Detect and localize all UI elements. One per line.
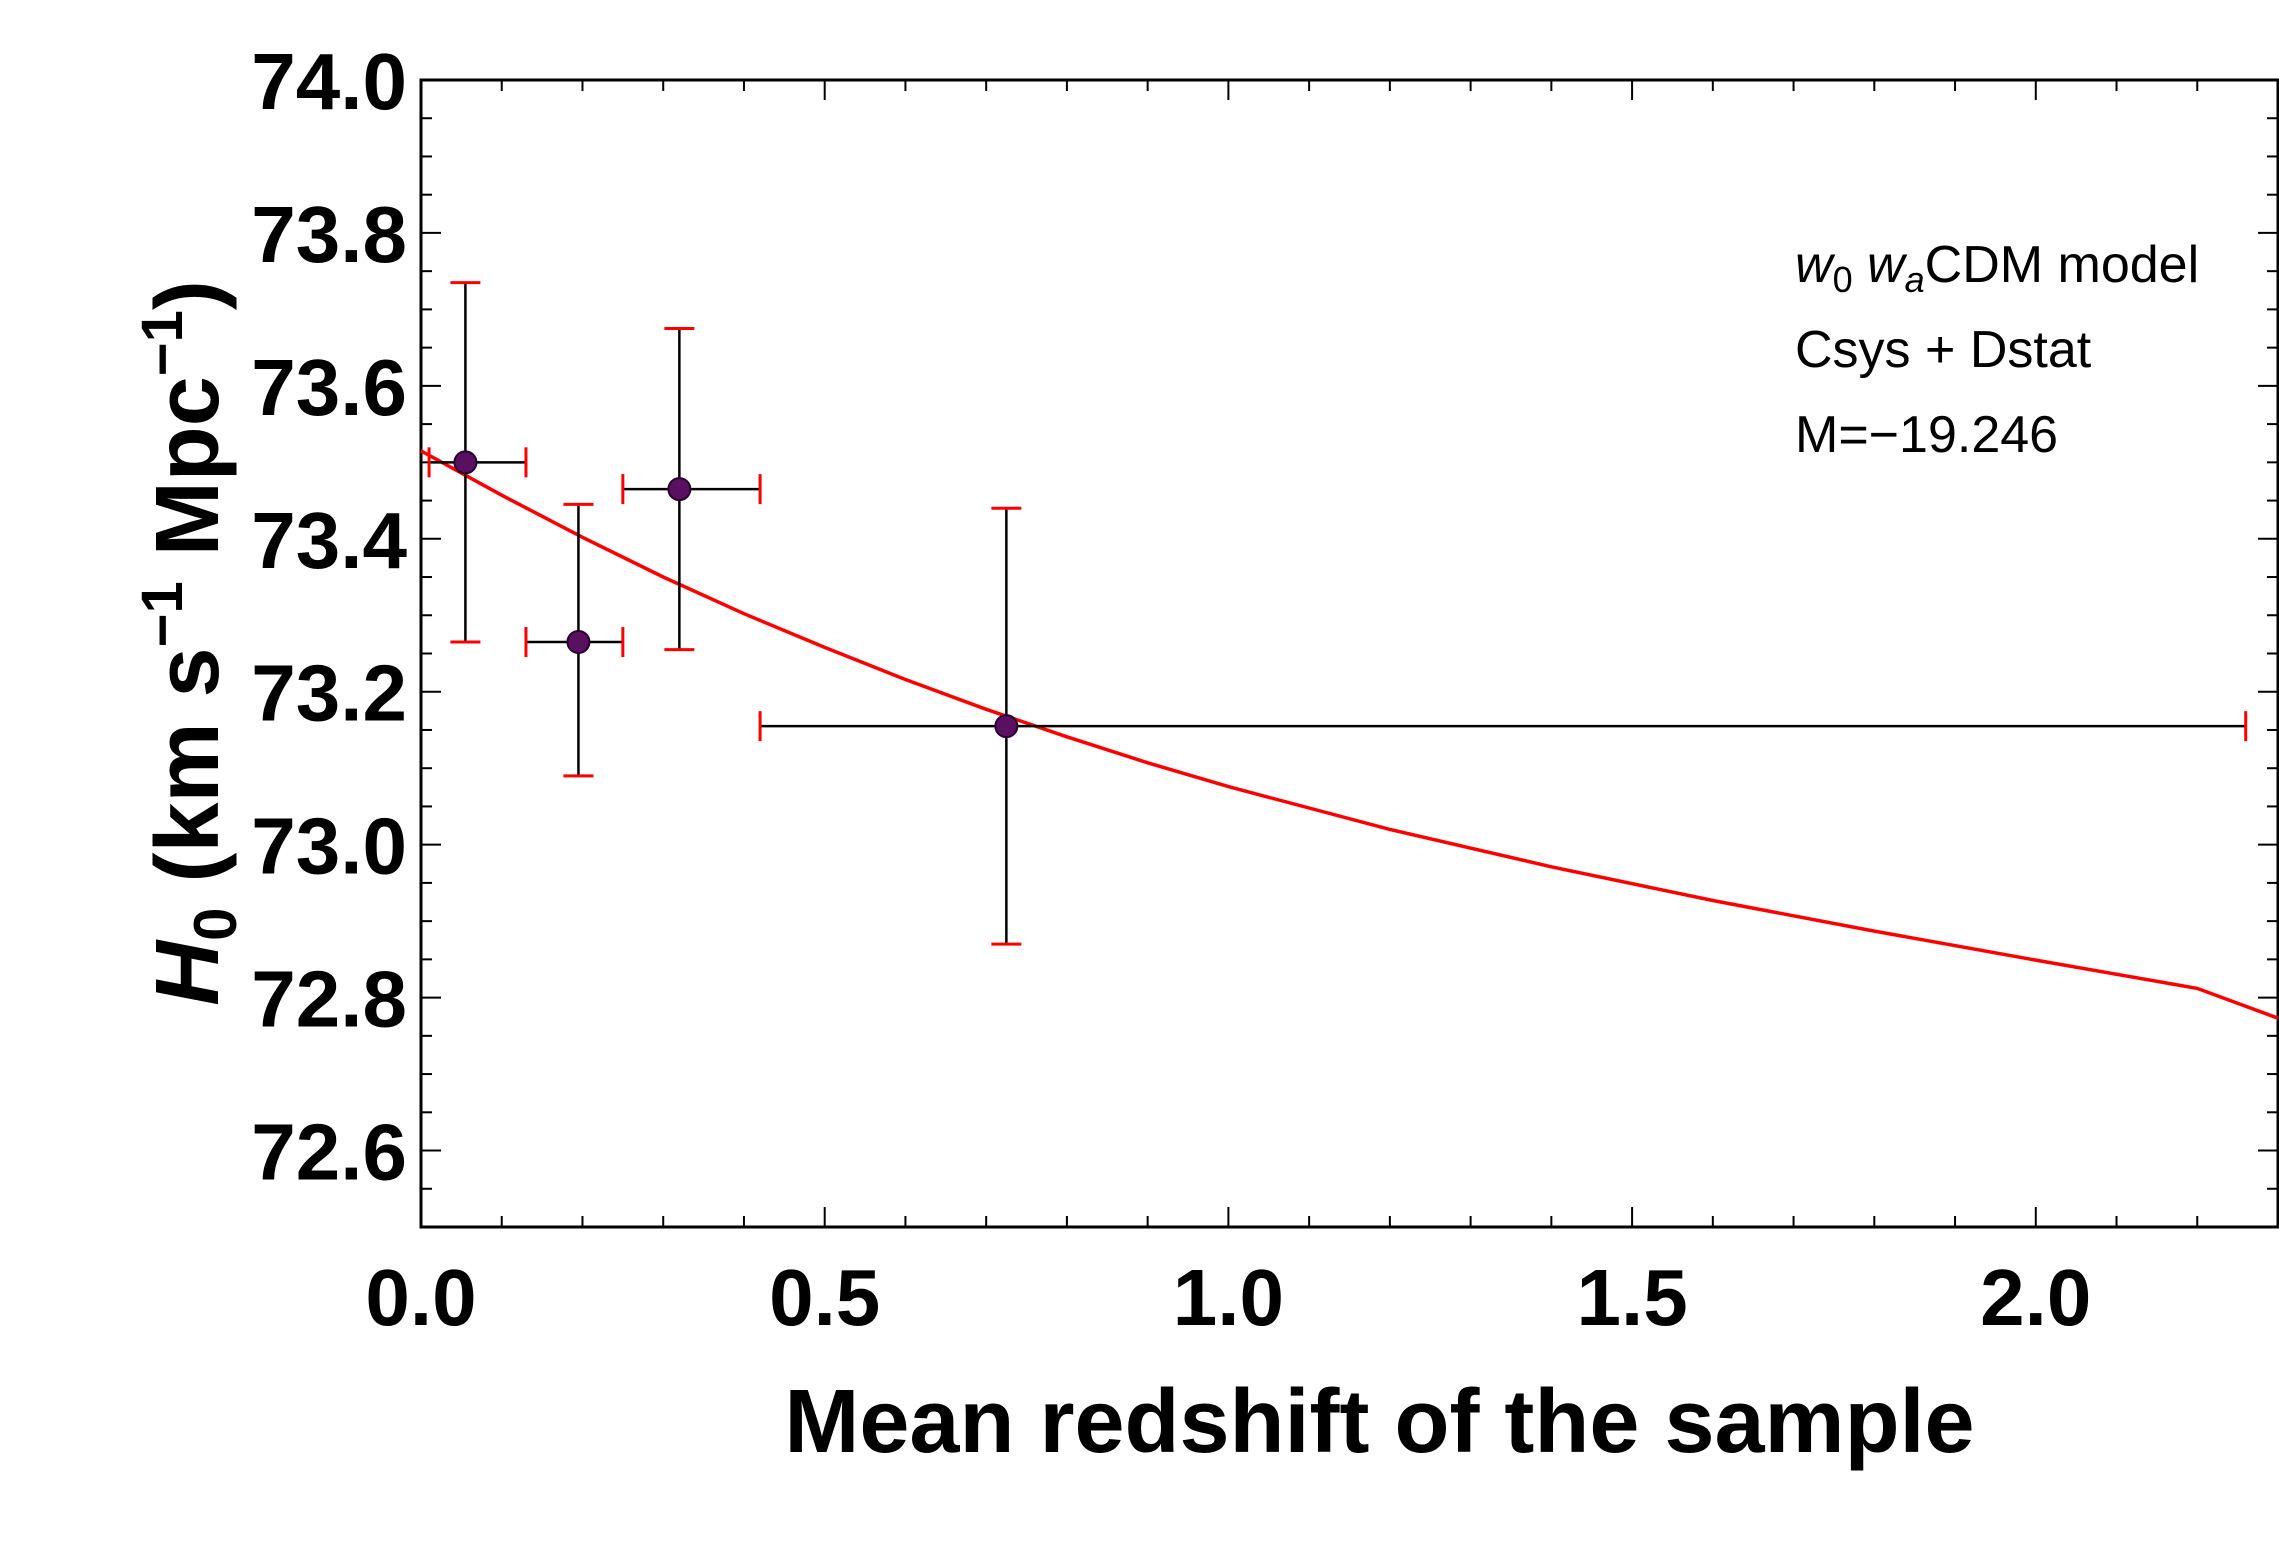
- y-tick-label: 72.6: [251, 1108, 407, 1197]
- x-tick-label: 0.5: [769, 1253, 880, 1342]
- x-tick-label: 1.0: [1173, 1253, 1284, 1342]
- axes: [419, 78, 2279, 1229]
- y-tick-label: 73.4: [251, 496, 407, 585]
- data-point-group: [524, 502, 625, 778]
- data-point-marker: [453, 450, 478, 475]
- y-tick-label: 73.0: [251, 802, 407, 891]
- text-layer: 0.0 0.5 1.0 1.5 2.0 72.6 72.8 73.0 73.2 73.4 73.6 7…: [130, 37, 2199, 1472]
- y-tick-label: 74.0: [251, 37, 407, 126]
- y-tick-label: 73.2: [251, 649, 407, 738]
- data-point-group: [427, 281, 528, 644]
- x-tick-label: 0.0: [365, 1253, 476, 1342]
- annotation-magnitude: M=−19.246: [1795, 406, 2058, 464]
- x-tick-label: 1.5: [1576, 1253, 1687, 1342]
- y-tick-label: 72.8: [251, 955, 407, 1044]
- y-tick-label: 73.8: [251, 190, 407, 279]
- data-point-marker: [994, 714, 1019, 739]
- x-axis-title: Mean redshift of the sample: [784, 1372, 1974, 1472]
- data-point-marker: [566, 630, 591, 655]
- x-tick-label: 2.0: [1980, 1253, 2091, 1342]
- fit-curve-layer: [420, 449, 2279, 1020]
- y-axis-title: H0 (km s−1 Mpc−1): [130, 280, 249, 1006]
- data-point-group: [621, 327, 762, 652]
- y-tick-label: 73.6: [251, 343, 407, 432]
- data-point-marker: [667, 477, 692, 502]
- data-point-group: [758, 506, 2248, 946]
- fit-curve-line: [420, 449, 2279, 1020]
- data-points-layer: [427, 281, 2248, 946]
- annotation-model: w0 waCDM model: [1795, 236, 2199, 300]
- annotation-errors: Csys + Dstat: [1795, 321, 2092, 379]
